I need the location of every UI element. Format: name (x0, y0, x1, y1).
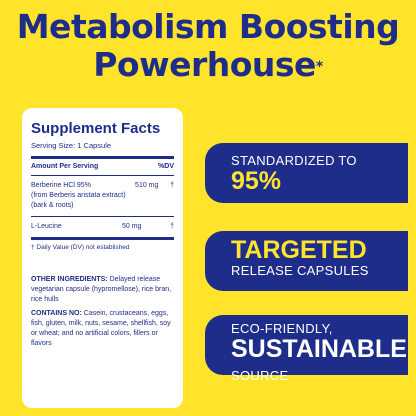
headline-line1: Metabolism Boosting (16, 7, 400, 46)
facts-row: Berberine HCl 95% (from Berberis aristat… (31, 176, 174, 217)
contains-no-text: Casein, crustaceans, eggs, fish, gluten,… (31, 310, 171, 347)
ingredient-amount: 510 mg (135, 182, 159, 189)
amount-header: Amount Per Serving (31, 163, 99, 170)
facts-title: Supplement Facts (31, 120, 161, 137)
ingredient-name: Berberine HCl 95% (from Berberis aristat… (31, 181, 135, 211)
other-ingredients-text: Delayed release vegetarian capsule (hypr… (31, 276, 172, 303)
contains-no: CONTAINS NO: Casein, crustaceans, eggs, … (31, 309, 174, 349)
headline-line2: Powerhouse (93, 45, 316, 84)
supplement-facts-panel: Supplement Facts Serving Size: 1 Capsule… (22, 108, 183, 408)
facts-header: Amount Per Serving %DV (31, 159, 174, 176)
other-ingredients: OTHER INGREDIENTS: Delayed release veget… (31, 275, 174, 305)
dv-header: %DV (158, 163, 174, 170)
other-ingredients-label: OTHER INGREDIENTS: (31, 276, 108, 283)
ingredient-amount: 50 mg (122, 223, 142, 230)
claim-small-text-2: SOURCE (231, 368, 289, 383)
claim-small-text: STANDARDIZED TO (231, 153, 357, 168)
headline: Metabolism Boosting Powerhouse* (0, 8, 416, 84)
headline-line2-wrap: Powerhouse* (0, 46, 416, 84)
claim-sustainable: ECO-FRIENDLY, SUSTAINABLE SOURCE (205, 315, 408, 383)
claim-small-text: ECO-FRIENDLY, (231, 321, 333, 336)
ingredient-detail: (from Berberis aristata extract) (bark &… (31, 192, 126, 209)
claim-standardized: STANDARDIZED TO 95% (205, 143, 408, 203)
ingredient-dv: † (170, 182, 174, 189)
claim-big-text: 95% (231, 167, 282, 195)
contains-no-label: CONTAINS NO: (31, 310, 82, 317)
ingredient-title: Berberine HCl 95% (31, 182, 91, 189)
claim-big-text: TARGETED (231, 236, 367, 264)
facts-row: L-Leucine 50 mg † (31, 217, 174, 240)
claim-small-text: RELEASE CAPSULES (231, 263, 369, 278)
serving-size: Serving Size: 1 Capsule (31, 141, 174, 159)
claim-targeted: TARGETED RELEASE CAPSULES (205, 231, 408, 291)
ingredient-name: L-Leucine (31, 223, 62, 230)
headline-asterisk: * (315, 59, 323, 75)
dv-note: † Daily Value (DV) not established (31, 244, 130, 251)
claim-big-text: SUSTAINABLE (231, 335, 407, 363)
ingredient-dv: † (170, 223, 174, 230)
